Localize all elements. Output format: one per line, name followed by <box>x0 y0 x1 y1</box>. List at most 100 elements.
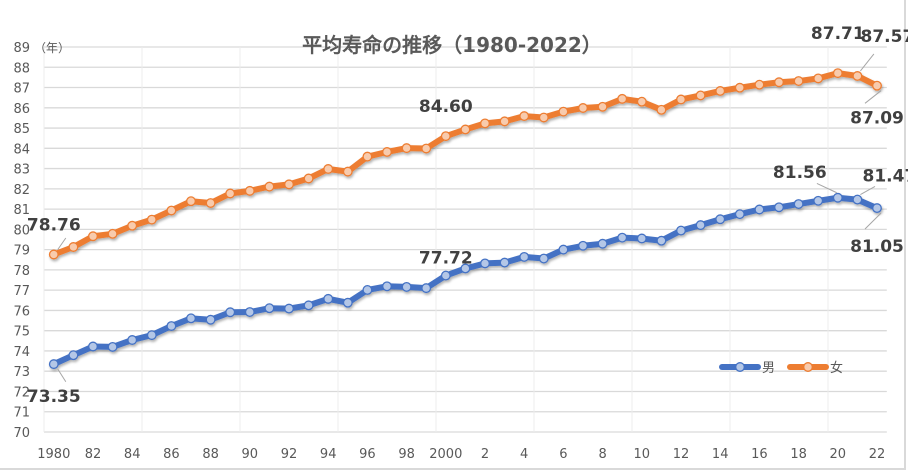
y-tick-label: 84 <box>13 142 30 157</box>
data-point <box>107 341 118 352</box>
series-男 <box>48 192 882 370</box>
leader-line <box>860 53 875 72</box>
x-tick-label: 92 <box>281 447 298 462</box>
data-point <box>774 77 784 88</box>
leader-line <box>864 212 882 230</box>
data-point <box>342 166 353 177</box>
data-point <box>382 147 392 157</box>
data-point <box>421 143 432 154</box>
x-tick-label: 16 <box>751 447 768 462</box>
legend-label: 女 <box>830 360 843 376</box>
x-tick-label: 90 <box>242 447 259 462</box>
data-point <box>519 251 530 262</box>
data-label: 77.72 <box>419 249 473 269</box>
data-point <box>362 151 373 162</box>
y-tick-label: 85 <box>13 122 30 137</box>
data-point <box>166 321 177 331</box>
y-tick-label: 87 <box>13 82 30 97</box>
leader-line <box>864 90 882 104</box>
data-point <box>793 76 804 86</box>
data-point <box>793 199 804 209</box>
data-point <box>715 86 726 96</box>
data-point <box>146 330 157 341</box>
data-point <box>401 143 412 154</box>
data-point <box>68 350 79 361</box>
data-point <box>597 101 608 112</box>
leader-line <box>57 368 67 382</box>
data-point <box>774 202 784 213</box>
x-tick-label: 2000 <box>429 447 462 462</box>
data-point <box>519 111 530 122</box>
data-label: 81.56 <box>773 163 827 183</box>
data-point <box>754 79 765 90</box>
legend-marker <box>803 362 813 372</box>
data-label: 87.09 <box>850 109 904 129</box>
data-point <box>695 220 706 231</box>
y-tick-label: 72 <box>13 385 30 400</box>
x-tick-label: 2 <box>481 447 489 462</box>
y-tick-label: 88 <box>13 61 30 76</box>
data-point <box>48 359 59 370</box>
x-tick-label: 4 <box>520 447 528 462</box>
y-tick-label: 71 <box>13 406 30 421</box>
x-tick-label: 82 <box>85 447 102 462</box>
data-point <box>480 258 490 269</box>
x-tick-label: 8 <box>598 447 606 462</box>
legend-marker <box>735 362 745 372</box>
data-label: 78.76 <box>27 215 81 235</box>
data-label: 87.71 <box>811 24 865 44</box>
x-tick-label: 14 <box>712 447 729 462</box>
data-point <box>872 203 882 214</box>
data-point <box>303 300 314 311</box>
data-point <box>48 249 59 260</box>
x-tick-label: 18 <box>790 447 807 462</box>
data-label: 81.47 <box>863 167 908 187</box>
data-point <box>656 104 667 115</box>
data-point <box>205 198 216 208</box>
legend-label: 男 <box>762 361 775 376</box>
y-tick-label: 73 <box>13 365 30 380</box>
data-point <box>88 341 98 352</box>
y-tick-label: 89 <box>13 41 30 56</box>
data-point <box>362 285 373 295</box>
x-tick-label: 10 <box>634 447 651 462</box>
data-point <box>676 225 686 236</box>
y-tick-label: 78 <box>13 264 30 279</box>
data-point <box>715 214 726 225</box>
data-point <box>264 181 275 192</box>
data-point <box>440 131 451 142</box>
data-point <box>734 209 745 220</box>
data-label: 84.60 <box>419 97 473 117</box>
leader-line <box>57 237 67 250</box>
data-point <box>538 253 549 264</box>
data-point <box>107 228 118 239</box>
y-tick-label: 79 <box>13 244 30 259</box>
data-point <box>676 94 686 105</box>
y-axis-unit: （年） <box>34 41 70 55</box>
data-point <box>480 118 490 129</box>
data-point <box>872 80 882 91</box>
x-tick-label: 22 <box>869 447 886 462</box>
x-tick-label: 94 <box>320 447 337 462</box>
data-point <box>460 124 471 135</box>
series-line <box>52 194 879 367</box>
data-point <box>382 281 392 292</box>
data-point <box>578 103 588 113</box>
data-point <box>186 313 196 324</box>
data-label: 87.57 <box>861 27 908 47</box>
x-tick-label: 1980 <box>37 447 70 462</box>
data-point <box>88 231 98 242</box>
data-point <box>323 164 334 174</box>
data-point <box>813 73 824 84</box>
x-tick-label: 98 <box>398 447 415 462</box>
data-point <box>558 244 569 255</box>
y-tick-label: 86 <box>13 102 30 117</box>
data-point <box>244 307 255 317</box>
data-point <box>127 335 138 345</box>
data-point <box>225 307 236 318</box>
data-point <box>499 116 510 127</box>
data-point <box>244 185 255 196</box>
data-label: 73.35 <box>27 387 81 407</box>
data-point <box>284 303 294 314</box>
